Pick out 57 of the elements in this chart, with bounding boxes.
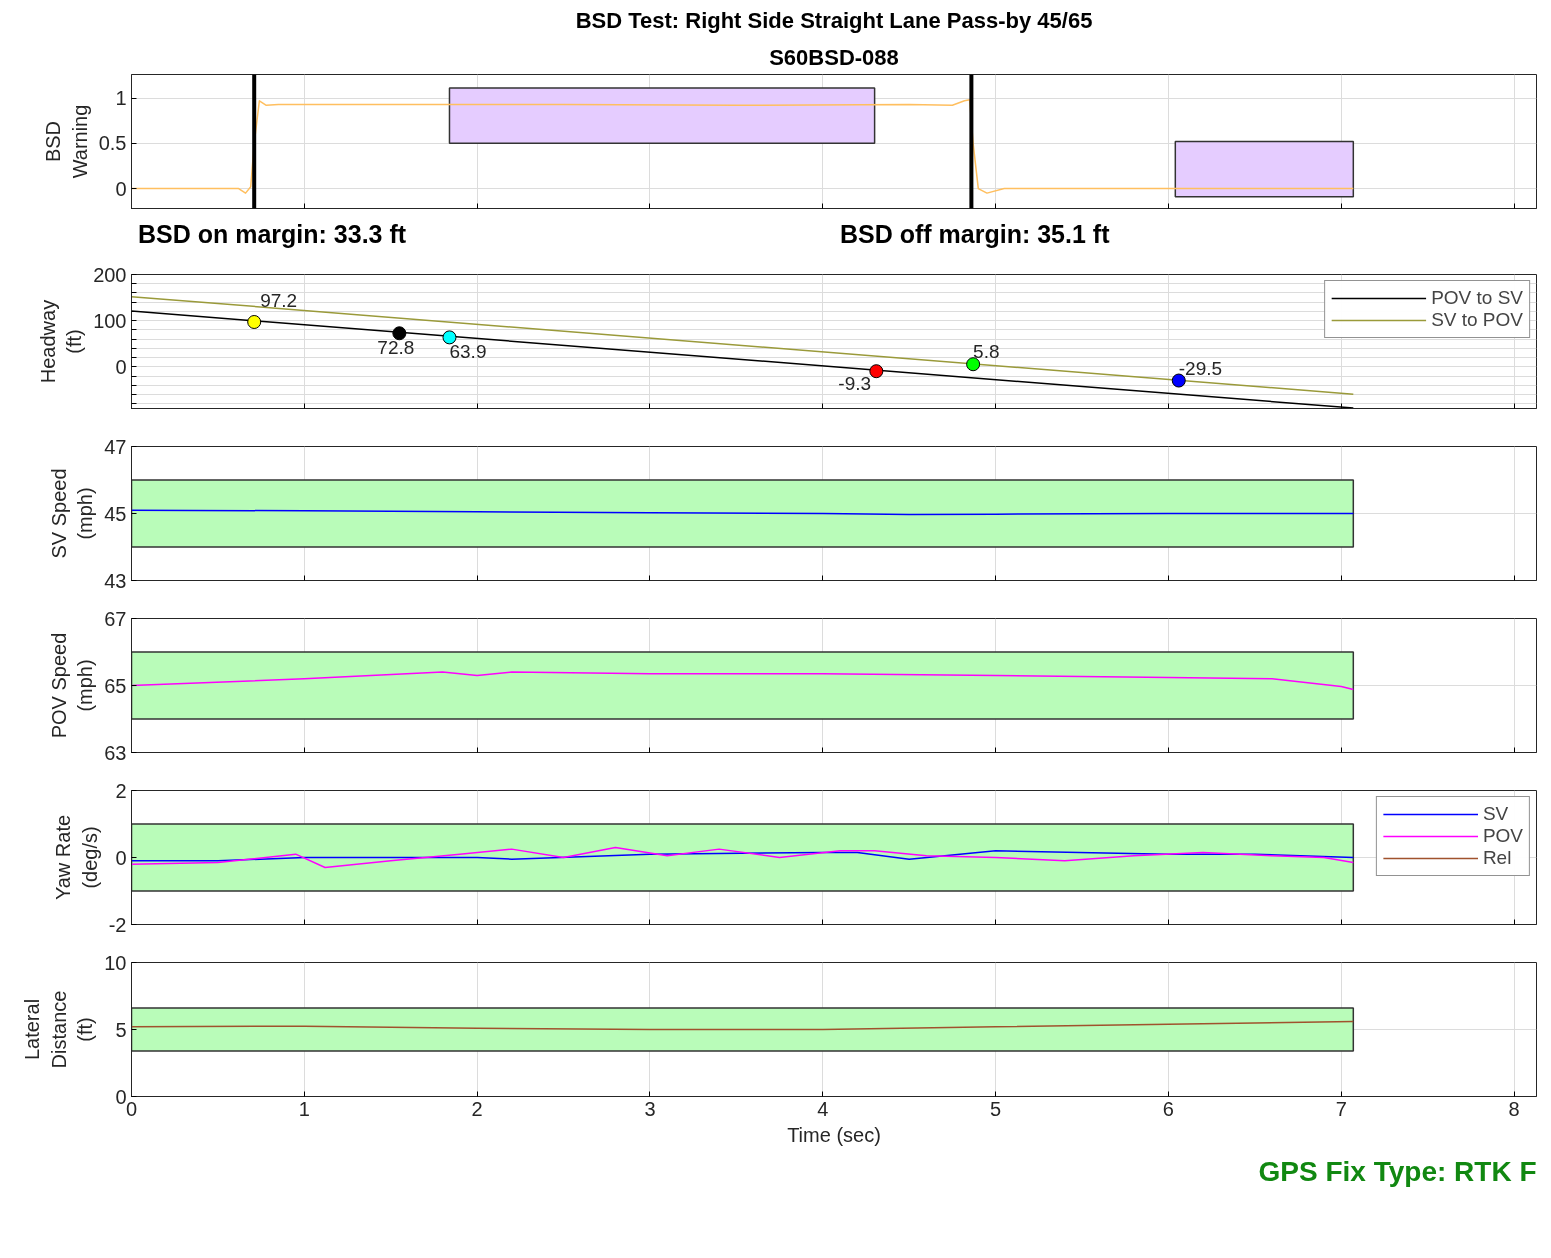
y-tick-label: 10 — [104, 951, 127, 974]
text: BSD off margin: 35.1 ft — [840, 219, 1110, 250]
point — [1171, 373, 1186, 388]
legend-label: SV to POV — [1431, 309, 1523, 331]
y-axis-title: Yaw Rate (deg/s) — [52, 814, 101, 901]
data-label: 5.8 — [973, 341, 1000, 363]
x-axis-title: Time (sec) — [787, 1123, 881, 1146]
y-tick-label: 0 — [115, 846, 127, 869]
y-tick-label: 0 — [115, 355, 127, 378]
y-tick-label: 0 — [115, 177, 127, 200]
y-tick-label: 45 — [104, 502, 127, 525]
data-label: 63.9 — [449, 341, 487, 363]
point — [442, 330, 457, 345]
text: BSD on margin: 33.3 ft — [138, 219, 407, 250]
point — [869, 364, 884, 379]
line-series — [131, 1020, 1355, 1031]
x-tick-label: 1 — [298, 1097, 310, 1120]
x-tick-label: 4 — [817, 1097, 829, 1120]
legend-label: SV — [1482, 803, 1509, 825]
y-tick-label: 5 — [115, 1018, 127, 1041]
x-tick-label: 7 — [1335, 1097, 1347, 1120]
x-tick-label: 3 — [644, 1097, 656, 1120]
x-tick-label: 8 — [1508, 1097, 1520, 1120]
y-axis-title: BSD Warning — [42, 104, 91, 179]
x-tick-label: 5 — [990, 1097, 1002, 1120]
x-tick-label: 6 — [1162, 1097, 1174, 1120]
y-tick-label: 100 — [93, 309, 127, 332]
point — [966, 357, 981, 372]
y-tick-label: 0.5 — [98, 132, 127, 155]
point — [247, 315, 262, 329]
y-axis-title: Lateral Distance (ft) — [21, 990, 97, 1069]
line-series — [131, 850, 1355, 862]
y-tick-label: 67 — [104, 607, 127, 630]
point — [392, 326, 407, 341]
data-label: 97.2 — [260, 290, 298, 311]
y-axis-title: Headway (ft) — [36, 299, 86, 384]
y-tick-label: 47 — [104, 435, 127, 458]
data-label: 72.8 — [377, 337, 415, 359]
chart-title: BSD Test: Right Side Straight Lane Pass-by 45/65 — [575, 7, 1093, 33]
legend-label: POV to SV — [1431, 287, 1523, 309]
y-tick-label: 63 — [104, 741, 127, 764]
y-tick-label: 1 — [115, 87, 127, 110]
legend-label: POV — [1482, 825, 1523, 847]
y-tick-label: 43 — [104, 569, 127, 592]
text: GPS Fix Type: RTK F — [1258, 1155, 1537, 1187]
data-label: -29.5 — [1178, 357, 1223, 379]
y-tick-label: -2 — [108, 913, 127, 936]
y-axis-title: SV Speed (mph) — [47, 468, 97, 559]
data-label: -9.3 — [838, 373, 872, 395]
line-series — [131, 846, 1355, 869]
y-axis-title: POV Speed (mph) — [47, 632, 97, 739]
legend-label: Rel — [1482, 847, 1512, 869]
y-tick-label: 200 — [93, 263, 127, 286]
y-tick-label: 65 — [104, 674, 127, 697]
x-tick-label: 2 — [471, 1097, 483, 1120]
chart-subtitle: S60BSD-088 — [769, 44, 899, 70]
y-tick-label: 2 — [115, 779, 127, 802]
